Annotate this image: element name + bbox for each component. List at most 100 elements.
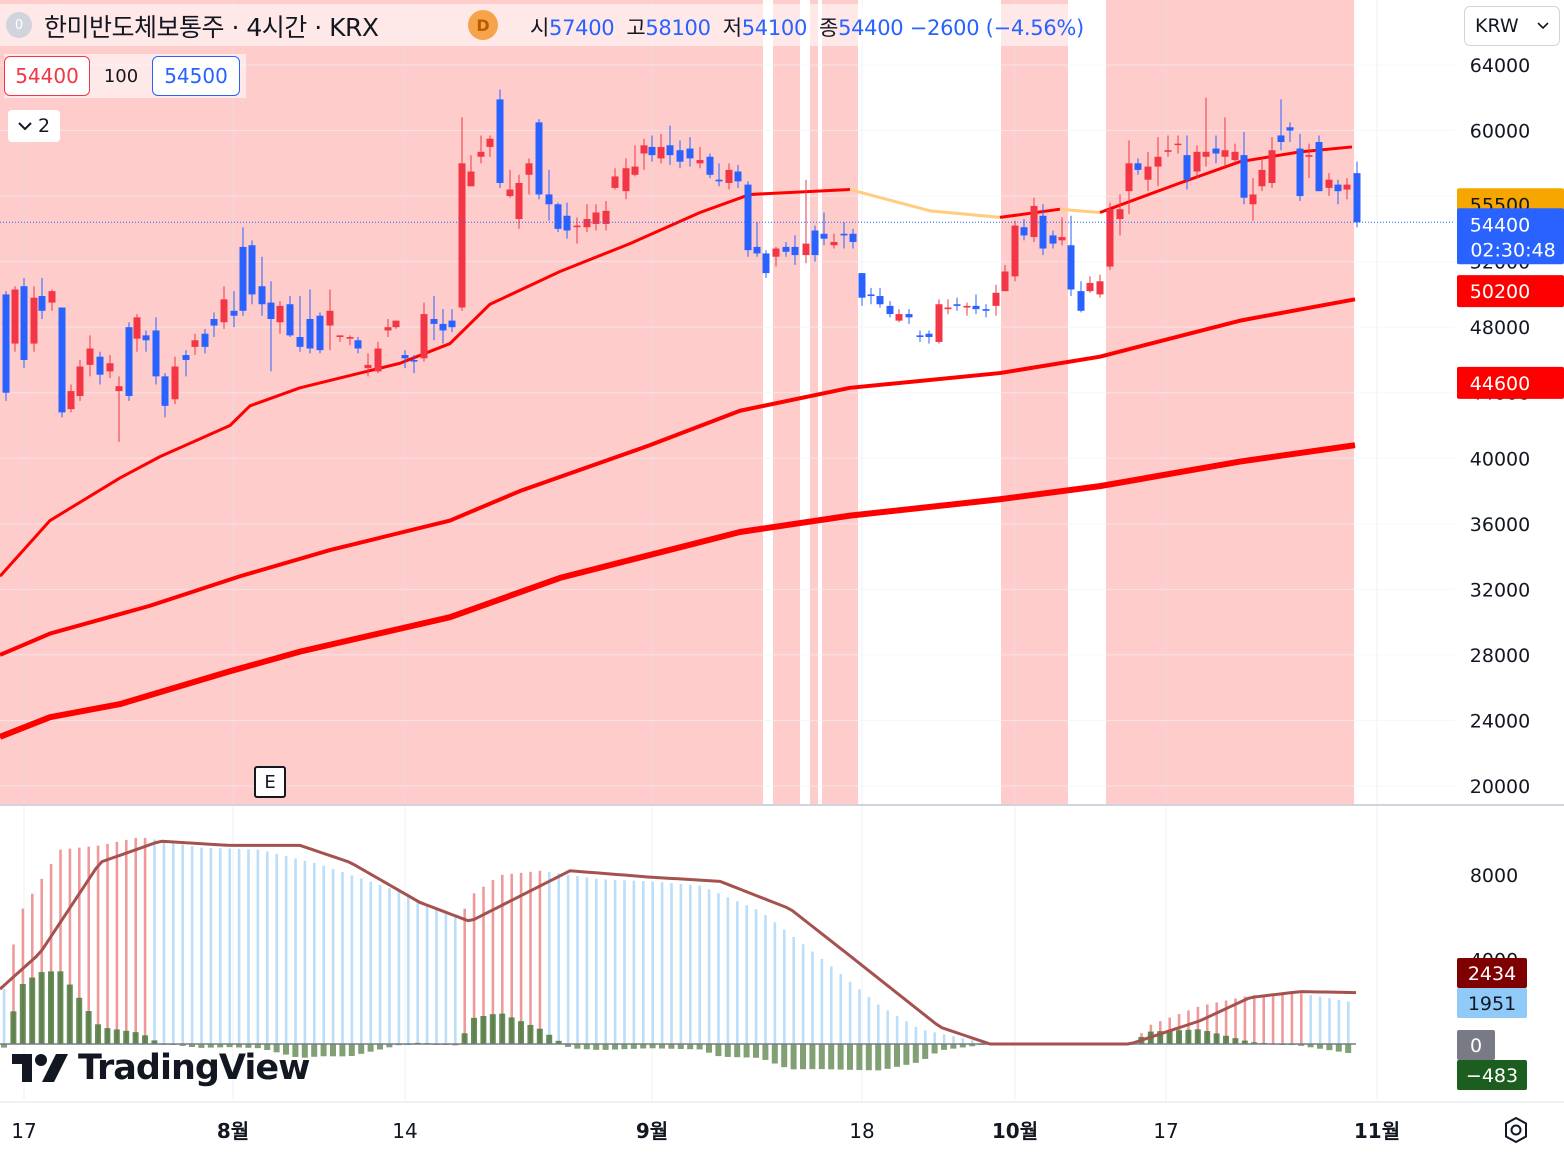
candle-down xyxy=(554,204,562,229)
candle-up xyxy=(935,304,943,342)
low-value: 54100 xyxy=(741,16,808,40)
macd-histogram-bar xyxy=(226,1044,233,1048)
high-value: 58100 xyxy=(645,16,711,40)
price-tag-value: 44600 xyxy=(1470,373,1530,395)
candle-up xyxy=(573,225,581,228)
macd-column xyxy=(1300,993,1303,1044)
macd-histogram-bar xyxy=(1194,1029,1201,1044)
candle-down xyxy=(38,296,46,311)
macd-column xyxy=(294,858,297,1044)
macd-column xyxy=(980,1042,983,1044)
earnings-marker[interactable]: E xyxy=(254,766,286,798)
candle-down xyxy=(258,286,266,305)
macd-column xyxy=(1328,998,1331,1044)
macd-histogram-bar xyxy=(320,1044,327,1057)
candle-down xyxy=(953,304,961,306)
macd-column xyxy=(1234,998,1237,1044)
candle-up xyxy=(640,145,648,154)
candle-down xyxy=(1240,155,1248,198)
macd-column xyxy=(397,891,401,1044)
macd-column xyxy=(425,904,429,1044)
macd-value-tag xyxy=(1457,988,1527,1018)
macd-column xyxy=(200,847,203,1044)
candle-down xyxy=(820,233,828,239)
candle-down xyxy=(1353,173,1361,223)
macd-histogram-bar xyxy=(142,1035,148,1044)
candle-down xyxy=(142,335,150,341)
macd-histogram-bar xyxy=(489,1014,496,1044)
candle-up xyxy=(276,305,284,323)
macd-histogram-bar xyxy=(367,1044,374,1052)
macd-column xyxy=(877,1004,880,1044)
macd-histogram-bar xyxy=(48,971,54,1044)
macd-histogram-bar xyxy=(668,1044,675,1049)
candle-up xyxy=(133,317,141,339)
macd-value-tag xyxy=(1457,1060,1527,1090)
macd-column xyxy=(886,1010,889,1044)
candle-down xyxy=(401,355,409,359)
candle-up xyxy=(583,219,591,228)
macd-column xyxy=(557,873,560,1044)
macd-histogram-bar xyxy=(113,1029,120,1044)
macd-column xyxy=(501,874,504,1044)
price-axis-label: 32000 xyxy=(1470,579,1530,601)
candle-down xyxy=(306,318,314,349)
macd-column xyxy=(613,879,617,1044)
macd-column xyxy=(482,886,485,1044)
macd-column xyxy=(858,989,861,1044)
macd-histogram-bar xyxy=(659,1044,665,1049)
macd-column xyxy=(115,841,119,1044)
macd-axis-label: 8000 xyxy=(1470,865,1518,887)
candle-down xyxy=(1315,142,1323,192)
price-tag-value: 50200 xyxy=(1470,281,1530,303)
candle-down xyxy=(972,305,980,310)
candle-down xyxy=(1183,155,1191,180)
candle-down xyxy=(706,156,714,175)
sell-button[interactable]: 54400 xyxy=(4,56,90,96)
macd-histogram-bar xyxy=(837,1044,844,1070)
macd-column xyxy=(172,842,175,1044)
macd-histogram-bar xyxy=(273,1044,280,1053)
macd-histogram-bar xyxy=(1307,1044,1314,1048)
data-source-badge[interactable]: D xyxy=(468,10,498,40)
macd-histogram-bar xyxy=(29,977,36,1044)
macd-histogram-bar xyxy=(10,1011,17,1044)
macd-histogram-bar xyxy=(57,971,64,1044)
candle-down xyxy=(886,305,894,315)
macd-column xyxy=(360,878,363,1044)
macd-column xyxy=(1196,1006,1200,1044)
candle-up xyxy=(392,320,400,328)
symbol-title[interactable]: 한미반도체보통주 · 4시간 · KRX xyxy=(44,13,379,42)
macd-column xyxy=(472,893,476,1044)
macd-column xyxy=(153,839,156,1044)
candle-down xyxy=(1134,163,1142,170)
candle-down xyxy=(496,99,504,183)
time-axis-label: 14 xyxy=(392,1119,417,1143)
macd-column xyxy=(510,873,513,1044)
macd-column xyxy=(190,846,194,1044)
candle-down xyxy=(648,146,656,156)
macd-histogram-bar xyxy=(912,1044,919,1063)
candle-down xyxy=(753,246,761,254)
macd-histogram-bar xyxy=(1317,1044,1323,1049)
quantity-field[interactable]: 100 xyxy=(103,65,139,87)
close-value: 54400 −2600 (−4.56%) xyxy=(838,16,1084,40)
candle-down xyxy=(840,233,848,236)
settings-gear-icon[interactable] xyxy=(1500,1114,1532,1146)
macd-column xyxy=(783,929,786,1044)
indicators-toggle-button[interactable]: 2 xyxy=(8,110,60,142)
macd-histogram-bar xyxy=(330,1044,336,1057)
candle-down xyxy=(715,179,723,182)
macd-histogram-bar xyxy=(311,1044,318,1057)
price-tag-countdown: 02:30:48 xyxy=(1470,239,1555,261)
candle-down xyxy=(152,330,160,377)
tradingview-logo[interactable]: TradingView xyxy=(12,1048,310,1088)
macd-column xyxy=(566,874,570,1044)
macd-histogram-bar xyxy=(715,1044,722,1057)
macd-column xyxy=(895,1015,899,1044)
macd-histogram-bar xyxy=(762,1044,769,1060)
currency-select[interactable]: KRW xyxy=(1464,6,1560,46)
buy-button[interactable]: 54500 xyxy=(152,56,240,96)
